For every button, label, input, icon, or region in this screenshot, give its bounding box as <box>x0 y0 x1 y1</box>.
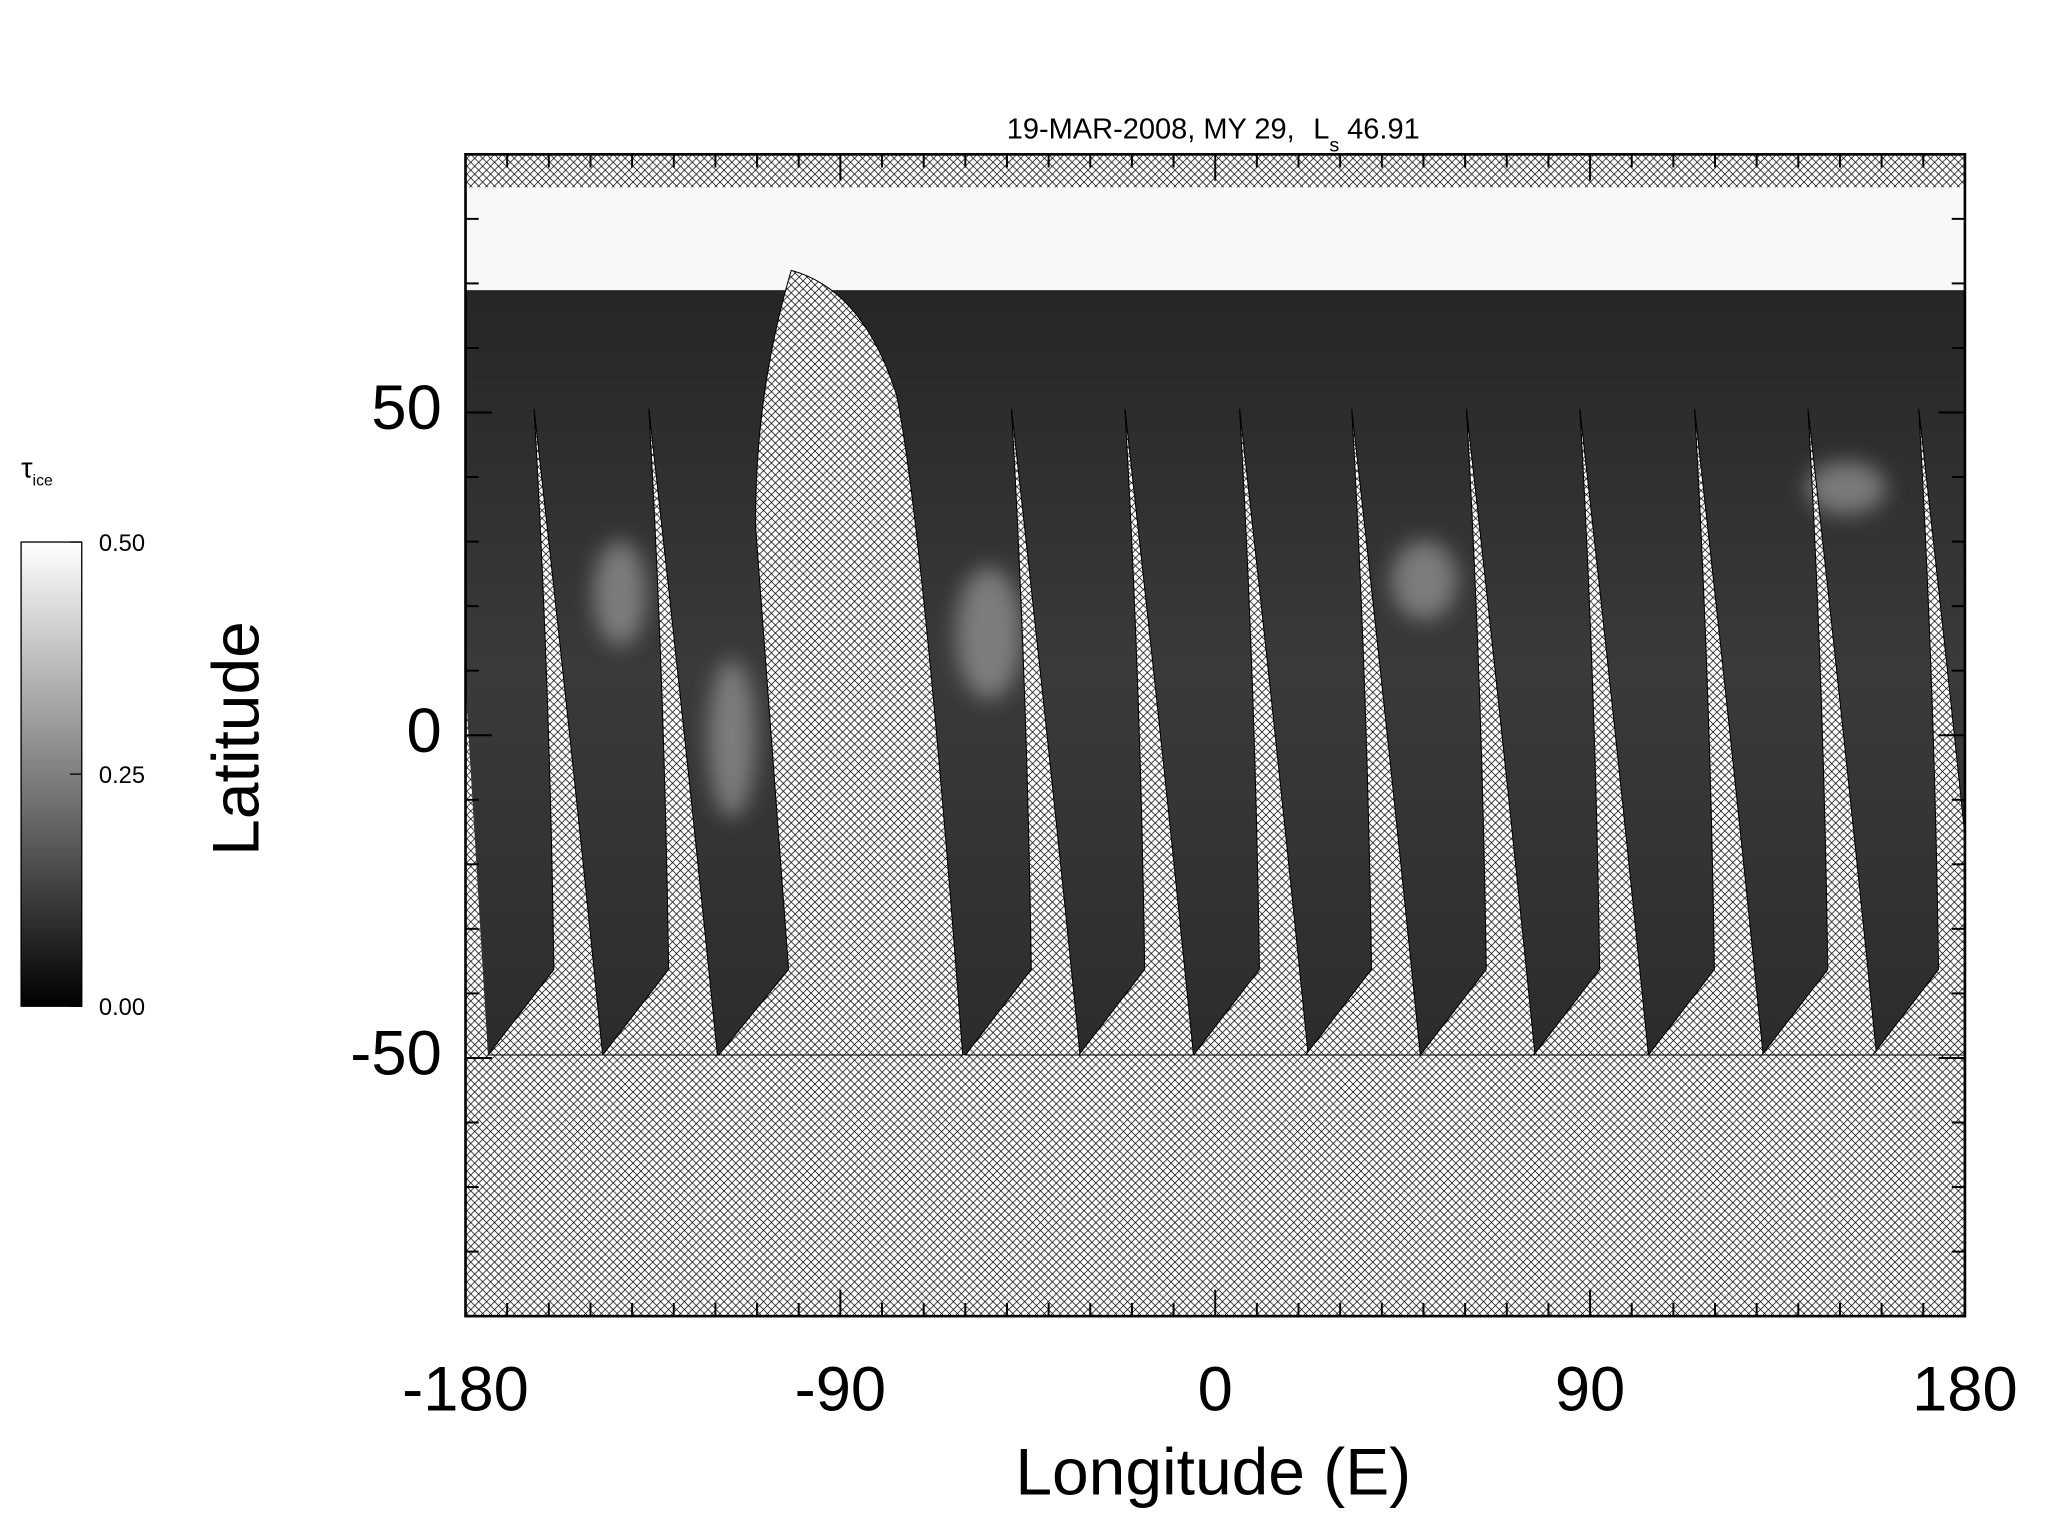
title-text: 19-MAR-2008, MY 29, <box>1007 113 1295 145</box>
y-tick-label: -50 <box>350 1019 441 1089</box>
title-value: 46.91 <box>1347 113 1420 145</box>
x-tick-label: 90 <box>1555 1355 1625 1425</box>
title-subscript: s <box>1329 135 1339 157</box>
x-tick-label: -180 <box>402 1355 529 1425</box>
colorbar-tick-label: 0.25 <box>99 763 145 789</box>
colorbar-tick-label: 0.50 <box>99 531 145 557</box>
x-axis-label: Longitude (E) <box>1015 1434 1411 1508</box>
no-data-gap <box>601 408 718 1056</box>
colorbar-label: τice <box>21 452 53 489</box>
no-data-gap <box>1871 408 1965 1056</box>
y-tick-label: 50 <box>371 373 441 443</box>
y-tick-label: 0 <box>407 696 442 766</box>
chart-title: 19-MAR-2008, MY 29, Ls 46.91 <box>1007 113 1420 156</box>
map-image <box>465 154 1965 1317</box>
no-data-gap <box>465 685 488 1056</box>
colorbar-tick-label: 0.00 <box>99 995 145 1021</box>
no-data-gap <box>717 269 964 1056</box>
title-symbol: L <box>1313 113 1329 145</box>
x-tick-label: 0 <box>1198 1355 1233 1425</box>
y-axis-label: Latitude <box>199 621 273 856</box>
x-tick-label: -90 <box>795 1355 886 1425</box>
colorbar-symbol: τ <box>21 452 33 484</box>
colorbar-subscript: ice <box>33 473 53 490</box>
x-tick-label: 180 <box>1912 1355 2018 1425</box>
